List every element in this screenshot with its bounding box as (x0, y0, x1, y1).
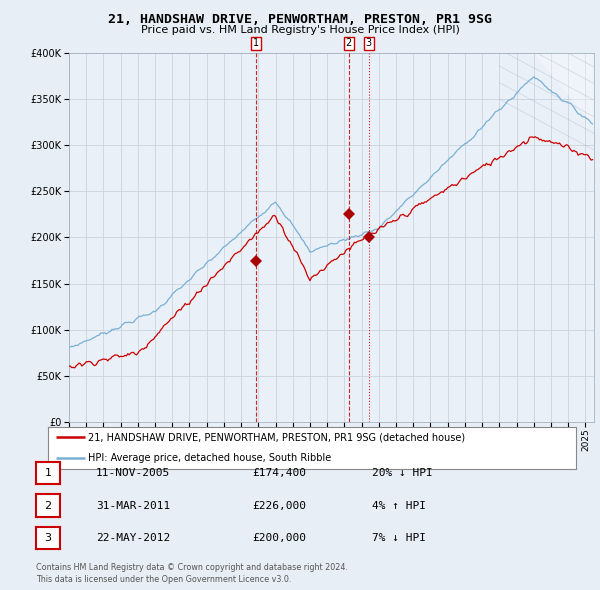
Text: 21, HANDSHAW DRIVE, PENWORTHAM, PRESTON, PR1 9SG (detached house): 21, HANDSHAW DRIVE, PENWORTHAM, PRESTON,… (88, 432, 465, 442)
Polygon shape (534, 53, 594, 127)
Text: 21, HANDSHAW DRIVE, PENWORTHAM, PRESTON, PR1 9SG: 21, HANDSHAW DRIVE, PENWORTHAM, PRESTON,… (108, 13, 492, 26)
Text: This data is licensed under the Open Government Licence v3.0.: This data is licensed under the Open Gov… (36, 575, 292, 584)
Text: Price paid vs. HM Land Registry's House Price Index (HPI): Price paid vs. HM Land Registry's House … (140, 25, 460, 35)
Text: 11-NOV-2005: 11-NOV-2005 (96, 468, 170, 478)
Text: 3: 3 (365, 38, 371, 48)
Text: 4% ↑ HPI: 4% ↑ HPI (372, 501, 426, 510)
Text: 20% ↓ HPI: 20% ↓ HPI (372, 468, 433, 478)
Text: Contains HM Land Registry data © Crown copyright and database right 2024.: Contains HM Land Registry data © Crown c… (36, 563, 348, 572)
Text: 2: 2 (44, 501, 52, 510)
Text: 3: 3 (44, 533, 52, 543)
Text: 31-MAR-2011: 31-MAR-2011 (96, 501, 170, 510)
Text: 1: 1 (44, 468, 52, 478)
Text: £200,000: £200,000 (252, 533, 306, 543)
Text: HPI: Average price, detached house, South Ribble: HPI: Average price, detached house, Sout… (88, 454, 331, 463)
Text: 22-MAY-2012: 22-MAY-2012 (96, 533, 170, 543)
Text: £174,400: £174,400 (252, 468, 306, 478)
Text: £226,000: £226,000 (252, 501, 306, 510)
Text: 1: 1 (253, 38, 259, 48)
Text: 7% ↓ HPI: 7% ↓ HPI (372, 533, 426, 543)
Text: 2: 2 (346, 38, 352, 48)
